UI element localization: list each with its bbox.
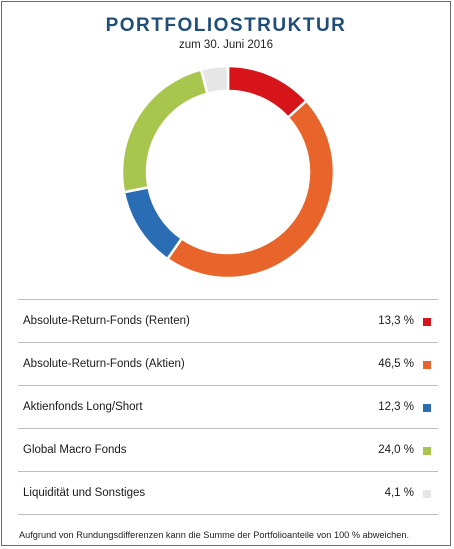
legend-table: Absolute-Return-Fonds (Renten) 13,3 % Abso… [18, 299, 438, 515]
legend-label: Liquidität und Sonstiges [23, 487, 146, 499]
donut-chart [120, 64, 336, 280]
legend-value: 24,0 % [378, 444, 414, 456]
legend-swatch [423, 404, 431, 412]
donut-slice-long-short [122, 185, 184, 261]
chart-subtitle: zum 30. Juni 2016 [179, 39, 273, 51]
legend-value: 4,1 % [384, 487, 414, 499]
chart-title: PORTFOLIOSTRUKTUR [105, 15, 347, 36]
legend-label: Absolute-Return-Fonds (Renten) [23, 315, 190, 327]
legend-label: Global Macro Fonds [23, 444, 127, 456]
legend-swatch [423, 490, 431, 498]
donut-slice-global-macro [120, 67, 209, 194]
legend-label: Absolute-Return-Fonds (Aktien) [23, 358, 185, 370]
footnote: Aufgrund von Rundungsdifferenzen kann di… [19, 530, 410, 540]
legend-row-global-macro: Global Macro Fonds 24,0 % [18, 429, 438, 472]
legend-row-long-short: Aktienfonds Long/Short 12,3 % [18, 386, 438, 429]
legend-swatch [423, 447, 431, 455]
legend-label: Aktienfonds Long/Short [23, 401, 143, 413]
donut-slice-aktien [165, 99, 336, 280]
legend-row-aktien: Absolute-Return-Fonds (Aktien) 46,5 % [18, 343, 438, 386]
legend-row-liquiditaet: Liquidität und Sonstiges 4,1 % [18, 472, 438, 515]
legend-swatch [423, 318, 431, 326]
donut-slice-liquiditaet [199, 64, 230, 96]
legend-value: 12,3 % [378, 401, 414, 413]
legend-value: 46,5 % [378, 358, 414, 370]
legend-row-renten: Absolute-Return-Fonds (Renten) 13,3 % [18, 300, 438, 343]
legend-swatch [423, 361, 431, 369]
legend-value: 13,3 % [378, 315, 414, 327]
